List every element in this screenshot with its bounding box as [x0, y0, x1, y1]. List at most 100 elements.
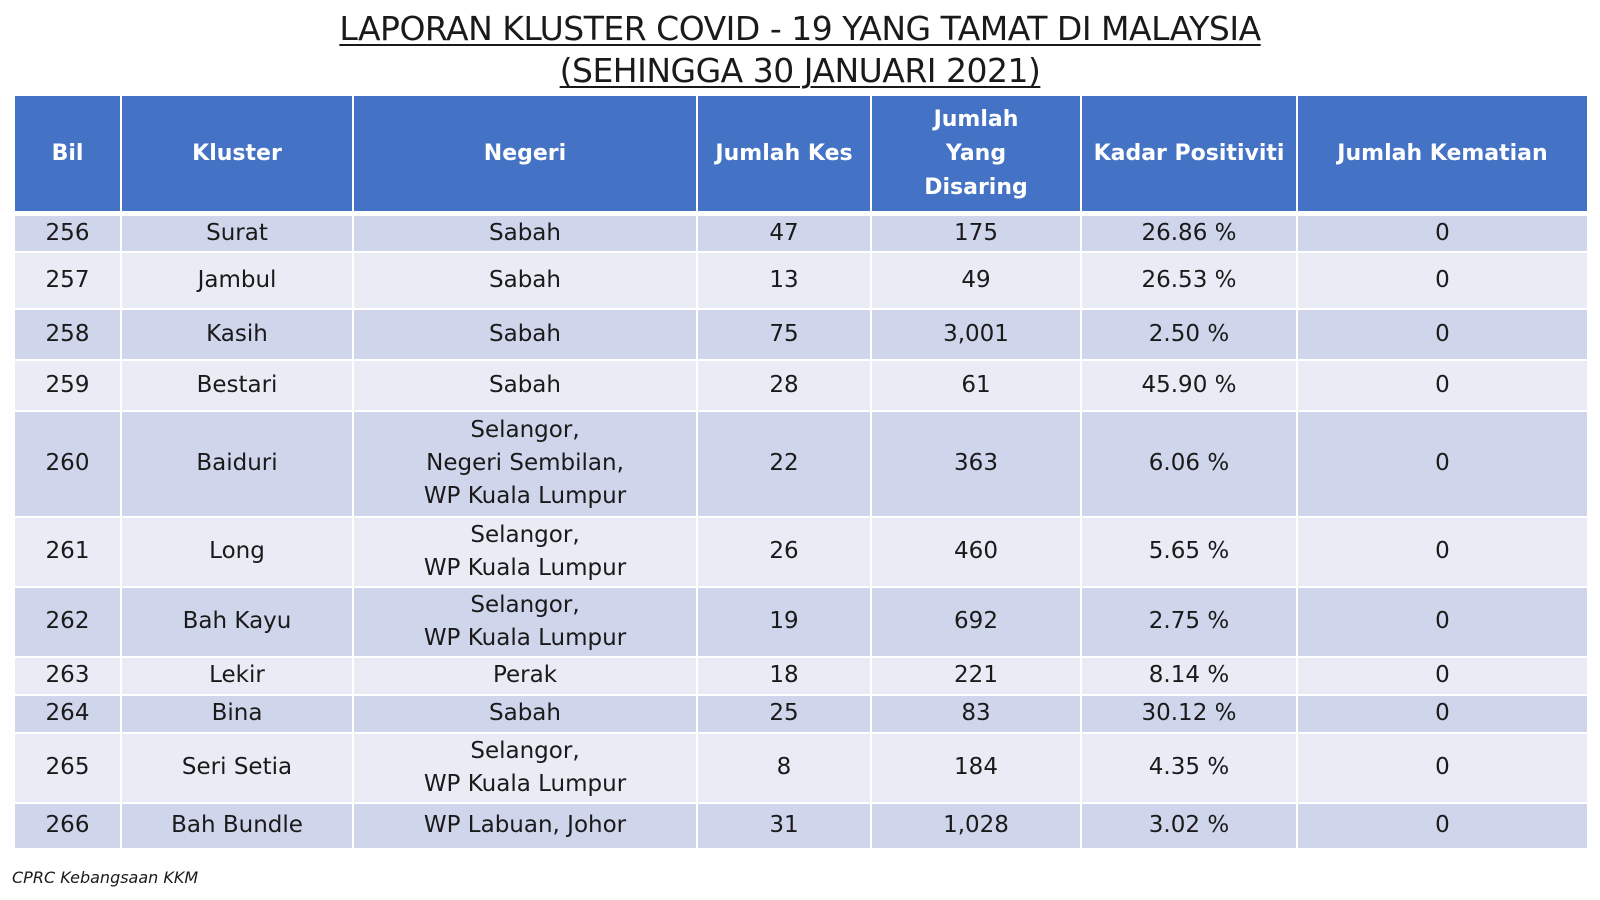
cell-jumlah-disaring: 460 [871, 516, 1082, 588]
cell-jumlah-kematian: 0 [1297, 359, 1587, 412]
negeri-line: Sabah [489, 266, 561, 293]
table-body: 256 Surat Sabah 47 175 26.86 % 0 257 Jambul Sabah… [15, 213, 1587, 850]
cell-kadar-positiviti: 30.12 % [1081, 694, 1298, 734]
cell-jumlah-kes: 75 [697, 308, 872, 361]
table-row: 264 Bina Sabah 25 83 30.12 % 0 [15, 694, 1587, 734]
cell-jumlah-kes: 22 [697, 410, 872, 518]
cell-jumlah-kes: 31 [697, 802, 872, 850]
cell-kadar-positiviti: 4.35 % [1081, 732, 1298, 804]
cell-jumlah-disaring: 363 [871, 410, 1082, 518]
table-header-row: Bil Kluster Negeri Jumlah Kes Jumlah Yan… [15, 96, 1587, 216]
cell-jumlah-kes: 8 [697, 732, 872, 804]
cell-kluster: Bah Bundle [121, 802, 354, 850]
cell-kadar-positiviti: 26.53 % [1081, 251, 1298, 310]
cell-bil: 258 [15, 308, 122, 361]
table-row: 259 Bestari Sabah 28 61 45.90 % 0 [15, 359, 1587, 412]
cell-kluster: Surat [121, 213, 354, 253]
cell-bil: 257 [15, 251, 122, 310]
cell-negeri: Sabah [353, 694, 698, 734]
table-row: 258 Kasih Sabah 75 3,001 2.50 % 0 [15, 308, 1587, 361]
negeri-line: Sabah [489, 371, 561, 398]
cell-bil: 260 [15, 410, 122, 518]
cell-bil: 259 [15, 359, 122, 412]
cell-jumlah-disaring: 83 [871, 694, 1082, 734]
cell-kluster: Bestari [121, 359, 354, 412]
negeri-line: WP Labuan, Johor [423, 812, 627, 838]
cell-negeri: Selangor, WP Kuala Lumpur [353, 516, 698, 588]
cell-jumlah-disaring: 221 [871, 656, 1082, 696]
cell-jumlah-kes: 25 [697, 694, 872, 734]
col-header-kadar-positiviti: Kadar Positiviti [1081, 96, 1298, 216]
cell-jumlah-disaring: 49 [871, 251, 1082, 310]
cell-kadar-positiviti: 26.86 % [1081, 213, 1298, 253]
cell-negeri: Selangor, WP Kuala Lumpur [353, 586, 698, 658]
cell-jumlah-kematian: 0 [1297, 516, 1587, 588]
negeri-line: Perak [492, 662, 558, 688]
negeri-line: WP Kuala Lumpur [423, 554, 627, 581]
cell-kadar-positiviti: 5.65 % [1081, 516, 1298, 588]
cell-kluster: Bina [121, 694, 354, 734]
table-row: 262 Bah Kayu Selangor, WP Kuala Lumpur 19 692… [15, 586, 1587, 658]
col-header-negeri: Negeri [353, 96, 698, 216]
cell-kadar-positiviti: 2.50 % [1081, 308, 1298, 361]
cell-kadar-positiviti: 6.06 % [1081, 410, 1298, 518]
cell-jumlah-kes: 19 [697, 586, 872, 658]
cell-jumlah-kes: 18 [697, 656, 872, 696]
cell-kluster: Kasih [121, 308, 354, 361]
table-row: 260 Baiduri Selangor, Negeri Sembilan, WP Ku… [15, 410, 1587, 518]
table-row: 265 Seri Setia Selangor, WP Kuala Lumpur 8 18… [15, 732, 1587, 804]
negeri-line: Negeri Sembilan, [426, 450, 624, 476]
cell-jumlah-kes: 26 [697, 516, 872, 588]
cell-jumlah-kes: 28 [697, 359, 872, 412]
cell-jumlah-kematian: 0 [1297, 308, 1587, 361]
negeri-line: Selangor, [470, 521, 580, 548]
negeri-line: Selangor, [470, 591, 580, 618]
cell-bil: 265 [15, 732, 122, 804]
cell-jumlah-kematian: 0 [1297, 694, 1587, 734]
table-row: 257 Jambul Sabah 13 49 26.53 % 0 [15, 251, 1587, 310]
cell-kadar-positiviti: 8.14 % [1081, 656, 1298, 696]
cluster-table: Bil Kluster Negeri Jumlah Kes Jumlah Yan… [15, 96, 1587, 850]
title-line-1: LAPORAN KLUSTER COVID - 19 YANG TAMAT DI… [339, 9, 1261, 48]
cell-bil: 262 [15, 586, 122, 658]
cell-jumlah-kematian: 0 [1297, 802, 1587, 850]
cell-kluster: Lekir [121, 656, 354, 696]
negeri-line: Sabah [489, 219, 561, 246]
cell-negeri: Selangor, Negeri Sembilan, WP Kuala Lumpur [353, 410, 698, 518]
cell-bil: 261 [15, 516, 122, 588]
cell-kadar-positiviti: 3.02 % [1081, 802, 1298, 850]
cell-jumlah-disaring: 184 [871, 732, 1082, 804]
cell-kluster: Bah Kayu [121, 586, 354, 658]
cell-jumlah-disaring: 1,028 [871, 802, 1082, 850]
cell-jumlah-kes: 13 [697, 251, 872, 310]
cell-bil: 256 [15, 213, 122, 253]
cell-jumlah-disaring: 3,001 [871, 308, 1082, 361]
col-header-kluster: Kluster [121, 96, 354, 216]
cell-negeri: Perak [353, 656, 698, 696]
cell-jumlah-kematian: 0 [1297, 410, 1587, 518]
cell-jumlah-kes: 47 [697, 213, 872, 253]
cell-kadar-positiviti: 45.90 % [1081, 359, 1298, 412]
col-header-bil: Bil [15, 96, 122, 216]
col-header-jumlah-disaring: Jumlah Yang Disaring [871, 96, 1082, 216]
cell-jumlah-kematian: 0 [1297, 213, 1587, 253]
cell-kluster: Jambul [121, 251, 354, 310]
cell-bil: 263 [15, 656, 122, 696]
cell-kadar-positiviti: 2.75 % [1081, 586, 1298, 658]
col-header-jumlah-kematian: Jumlah Kematian [1297, 96, 1587, 216]
negeri-line: Sabah [489, 320, 561, 347]
negeri-line: WP Kuala Lumpur [423, 624, 627, 651]
cell-jumlah-kematian: 0 [1297, 656, 1587, 696]
page-title: LAPORAN KLUSTER COVID - 19 YANG TAMAT DI… [0, 8, 1600, 92]
cell-jumlah-kematian: 0 [1297, 251, 1587, 310]
table-row: 256 Surat Sabah 47 175 26.86 % 0 [15, 213, 1587, 253]
negeri-line: WP Kuala Lumpur [423, 483, 627, 509]
cell-negeri: Selangor, WP Kuala Lumpur [353, 732, 698, 804]
cell-jumlah-kematian: 0 [1297, 586, 1587, 658]
cell-negeri: Sabah [353, 213, 698, 253]
table-row: 266 Bah Bundle WP Labuan, Johor 31 1,028 3.02… [15, 802, 1587, 850]
cell-bil: 266 [15, 802, 122, 850]
col-header-jumlah-kes: Jumlah Kes [697, 96, 872, 216]
negeri-line: WP Kuala Lumpur [423, 770, 627, 797]
cell-negeri: Sabah [353, 251, 698, 310]
